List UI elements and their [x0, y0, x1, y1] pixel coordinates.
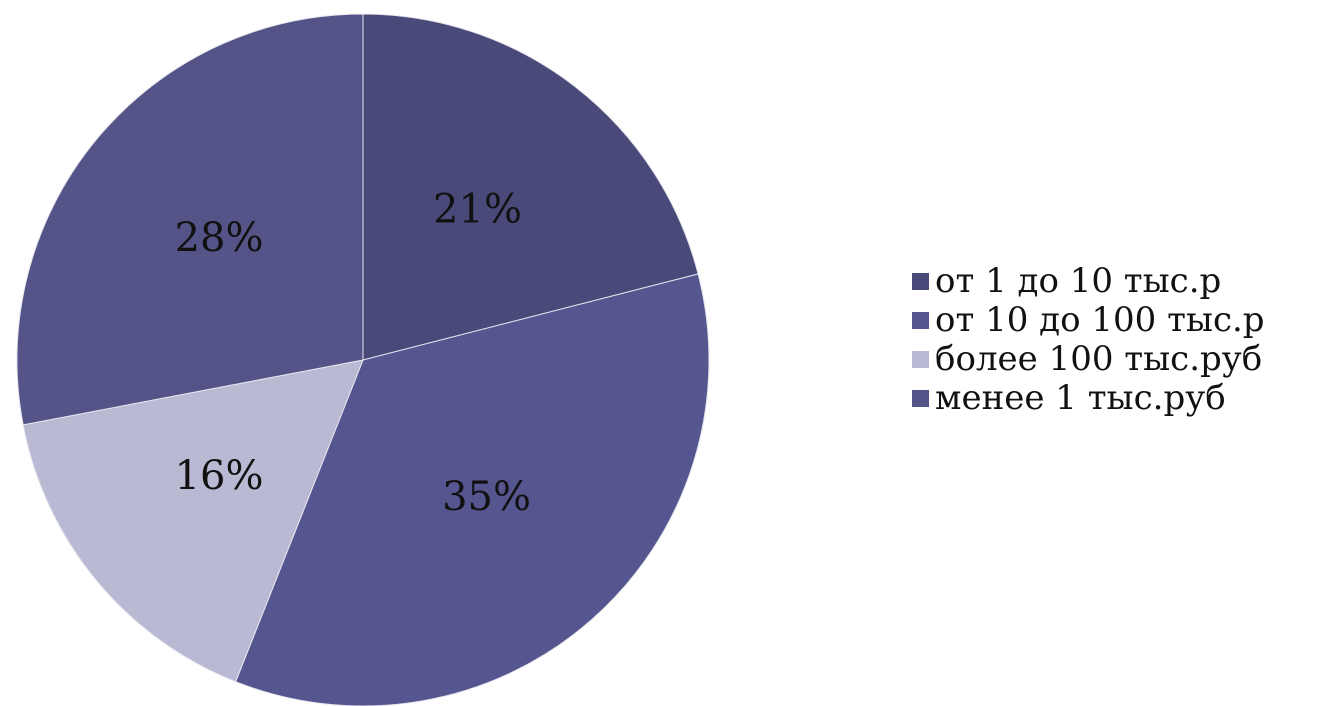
legend-label: менее 1 тыс.руб — [935, 378, 1226, 418]
legend-item: от 10 до 100 тыс.р — [912, 301, 1265, 340]
legend-label: от 10 до 100 тыс.р — [935, 300, 1265, 340]
legend-item: более 100 тыс.руб — [912, 340, 1265, 379]
legend-swatch — [912, 351, 929, 368]
pie-data-label: 16% — [175, 453, 264, 499]
pie-data-label: 28% — [175, 215, 264, 261]
pie-data-label: 21% — [433, 186, 522, 232]
pie-data-label: 35% — [442, 474, 531, 520]
legend-swatch — [912, 390, 929, 407]
pie-slices — [16, 13, 710, 706]
legend-label: более 100 тыс.руб — [935, 339, 1263, 379]
pie-slice — [234, 273, 710, 706]
legend-swatch — [912, 273, 929, 290]
legend-item: от 1 до 10 тыс.р — [912, 262, 1265, 301]
legend-item: менее 1 тыс.руб — [912, 379, 1265, 418]
pie-slice — [16, 13, 364, 426]
pie-data-labels: 21% 35% 16% 28% — [175, 186, 531, 520]
legend-label: от 1 до 10 тыс.р — [935, 261, 1222, 301]
legend-swatch — [912, 312, 929, 329]
chart-legend: от 1 до 10 тыс.р от 10 до 100 тыс.р боле… — [912, 262, 1265, 418]
pie-slice — [22, 359, 364, 683]
pie-slice — [362, 13, 699, 361]
